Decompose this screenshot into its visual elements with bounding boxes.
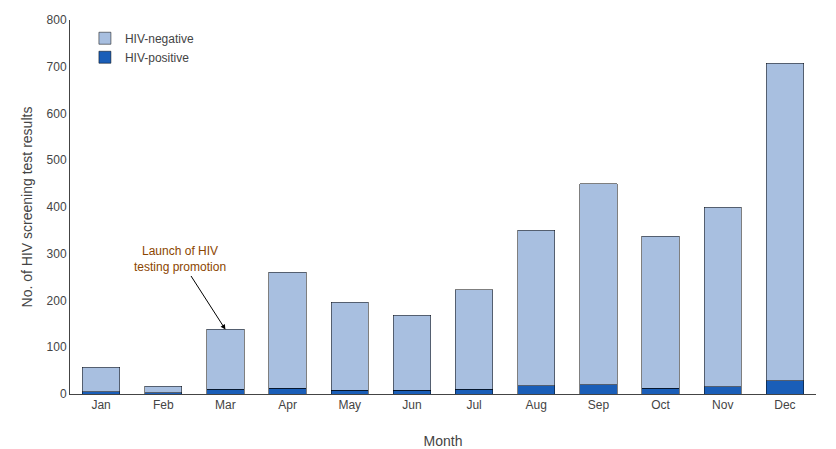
svg-text:Aug: Aug [526,398,547,412]
svg-text:100: 100 [47,340,67,354]
svg-text:300: 300 [47,247,67,261]
svg-text:Jun: Jun [402,398,421,412]
svg-text:Apr: Apr [278,398,297,412]
svg-text:Oct: Oct [651,398,670,412]
svg-text:HIV-positive: HIV-positive [125,51,189,65]
svg-text:Dec: Dec [774,398,795,412]
svg-text:Nov: Nov [712,398,733,412]
svg-text:500: 500 [47,153,67,167]
svg-text:Jul: Jul [466,398,481,412]
svg-text:200: 200 [47,294,67,308]
svg-text:800: 800 [47,13,67,27]
svg-text:700: 700 [47,60,67,74]
svg-text:Sep: Sep [588,398,610,412]
svg-text:Feb: Feb [153,398,174,412]
svg-text:600: 600 [47,107,67,121]
svg-text:May: May [338,398,361,412]
svg-text:0: 0 [60,387,67,401]
svg-text:Month: Month [424,433,463,449]
svg-text:No. of HIV screening test resu: No. of HIV screening test results [19,107,35,308]
svg-text:HIV-negative: HIV-negative [125,32,194,46]
svg-text:400: 400 [47,200,67,214]
svg-text:Mar: Mar [215,398,236,412]
svg-text:Launch of HIVtesting promotion: Launch of HIVtesting promotion [134,244,226,274]
svg-text:Jan: Jan [91,398,110,412]
